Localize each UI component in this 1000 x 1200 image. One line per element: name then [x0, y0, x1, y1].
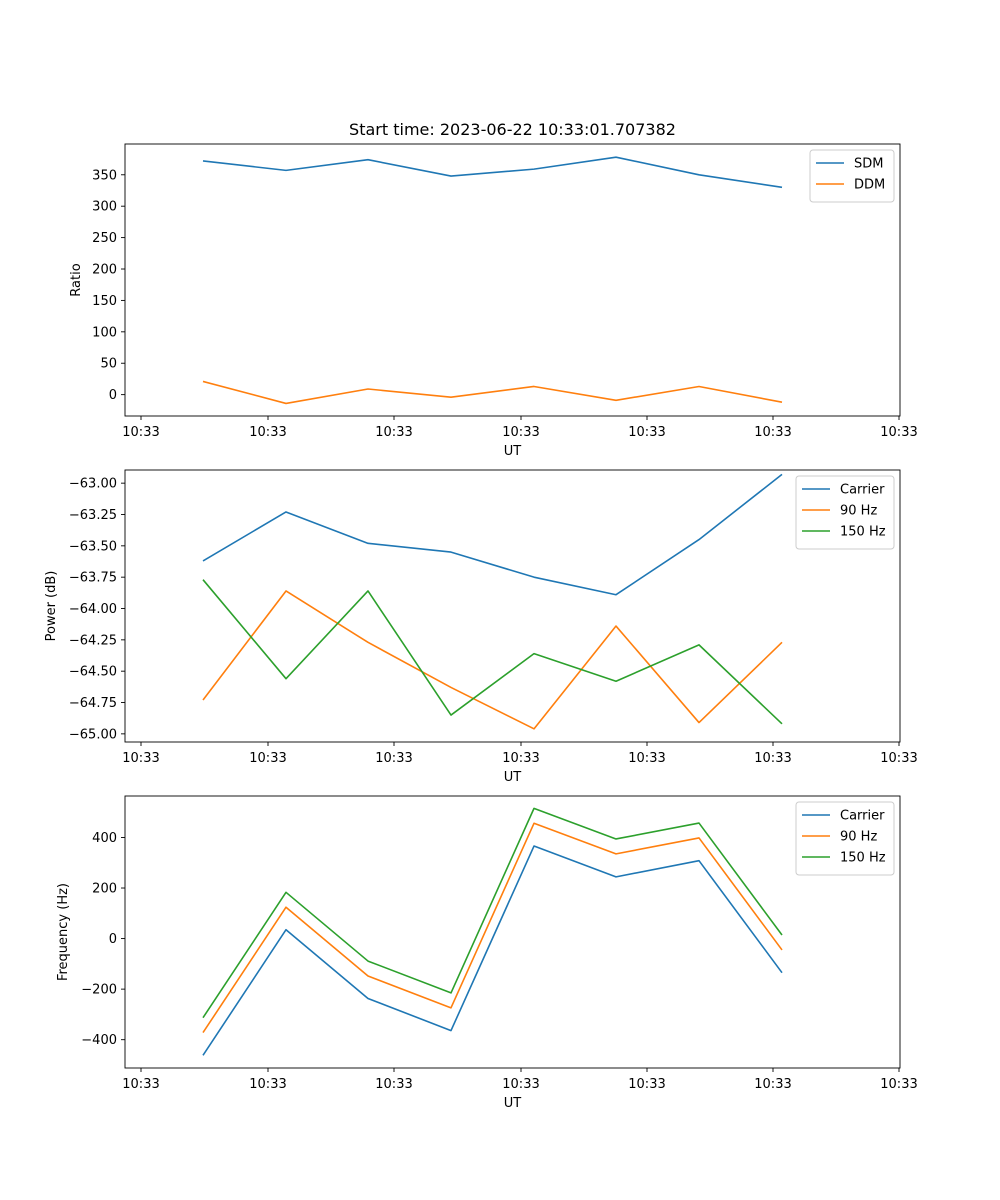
legend-label: Carrier — [840, 809, 885, 824]
legend: Carrier 90 Hz 150 Hz — [795, 475, 895, 550]
y-tick-label: 400 — [92, 831, 117, 846]
series-line-carrier — [202, 845, 783, 1056]
y-tick-label: 100 — [92, 325, 117, 340]
x-tick-label: 10:33 — [754, 425, 791, 440]
y-tick-label: −63.00 — [69, 477, 117, 492]
legend: SDM DDM — [809, 149, 895, 203]
x-tick-label: 10:33 — [628, 1077, 665, 1092]
series-line-150-hz — [202, 807, 783, 1019]
y-tick-label: −65.00 — [69, 727, 117, 742]
y-tick-label: −63.75 — [69, 571, 117, 586]
series-line-90-hz — [202, 590, 783, 730]
x-tick-label: 10:33 — [122, 425, 159, 440]
legend-label: 90 Hz — [840, 504, 877, 519]
legend-label: Carrier — [840, 483, 885, 498]
subplot-1: Start time: 2023-06-22 10:33:01.707382 10… — [69, 120, 918, 459]
x-tick-label: 10:33 — [375, 751, 412, 766]
x-axis-label: UT — [504, 444, 522, 459]
x-tick-label: 10:33 — [628, 425, 665, 440]
y-axis-label: Frequency (Hz) — [56, 883, 71, 981]
x-tick-label: 10:33 — [249, 751, 286, 766]
y-tick-label: −200 — [81, 983, 117, 998]
legend: Carrier 90 Hz 150 Hz — [795, 801, 895, 876]
plot-frame — [124, 469, 901, 743]
legend-label: SDM — [854, 157, 883, 172]
y-tick-label: −64.25 — [69, 633, 117, 648]
x-tick-label: 10:33 — [502, 751, 539, 766]
legend-label: 150 Hz — [840, 525, 886, 540]
x-tick-label: 10:33 — [122, 1077, 159, 1092]
x-tick-label: 10:33 — [249, 425, 286, 440]
x-tick-label: 10:33 — [880, 751, 917, 766]
y-tick-label: 0 — [109, 932, 117, 947]
y-axis-label: Power (dB) — [44, 571, 59, 642]
y-tick-label: 350 — [92, 168, 117, 183]
x-tick-label: 10:33 — [628, 751, 665, 766]
series-line-sdm — [202, 156, 783, 189]
x-tick-label: 10:33 — [880, 425, 917, 440]
subplot-3: 10:33 10:33 10:33 10:33 10:33 10:33 10:33 UT −40… — [56, 795, 918, 1111]
y-tick-label: 200 — [92, 263, 117, 278]
series-line-90-hz — [202, 822, 783, 1034]
y-tick-label: 200 — [92, 882, 117, 897]
y-tick-label: 0 — [109, 388, 117, 403]
y-tick-label: 50 — [100, 357, 117, 372]
y-tick-label: 300 — [92, 200, 117, 215]
y-tick-label: −400 — [81, 1033, 117, 1048]
y-tick-label: −63.25 — [69, 508, 117, 523]
series-line-150-hz — [202, 579, 783, 725]
x-tick-label: 10:33 — [375, 1077, 412, 1092]
x-tick-label: 10:33 — [754, 1077, 791, 1092]
x-tick-label: 10:33 — [880, 1077, 917, 1092]
y-tick-label: 250 — [92, 231, 117, 246]
plot-frame — [124, 143, 901, 417]
series-line-ddm — [202, 380, 783, 405]
chart-title: Start time: 2023-06-22 10:33:01.707382 — [349, 120, 676, 139]
y-tick-label: −64.75 — [69, 696, 117, 711]
plot-frame — [124, 795, 901, 1069]
y-axis-label: Ratio — [69, 263, 84, 296]
y-tick-label: −64.50 — [69, 665, 117, 680]
x-axis-label: UT — [504, 770, 522, 785]
legend-label: 90 Hz — [840, 830, 877, 845]
series-line-carrier — [202, 473, 783, 596]
y-tick-label: 150 — [92, 294, 117, 309]
subplot-2: 10:33 10:33 10:33 10:33 10:33 10:33 10:33 UT −65… — [44, 469, 918, 785]
y-tick-label: −64.00 — [69, 602, 117, 617]
x-tick-label: 10:33 — [754, 751, 791, 766]
x-axis-label: UT — [504, 1096, 522, 1111]
legend-label: DDM — [854, 178, 885, 193]
x-tick-label: 10:33 — [502, 425, 539, 440]
x-tick-label: 10:33 — [249, 1077, 286, 1092]
x-tick-label: 10:33 — [375, 425, 412, 440]
x-tick-label: 10:33 — [502, 1077, 539, 1092]
y-tick-label: −63.50 — [69, 539, 117, 554]
x-tick-label: 10:33 — [122, 751, 159, 766]
legend-label: 150 Hz — [840, 851, 886, 866]
